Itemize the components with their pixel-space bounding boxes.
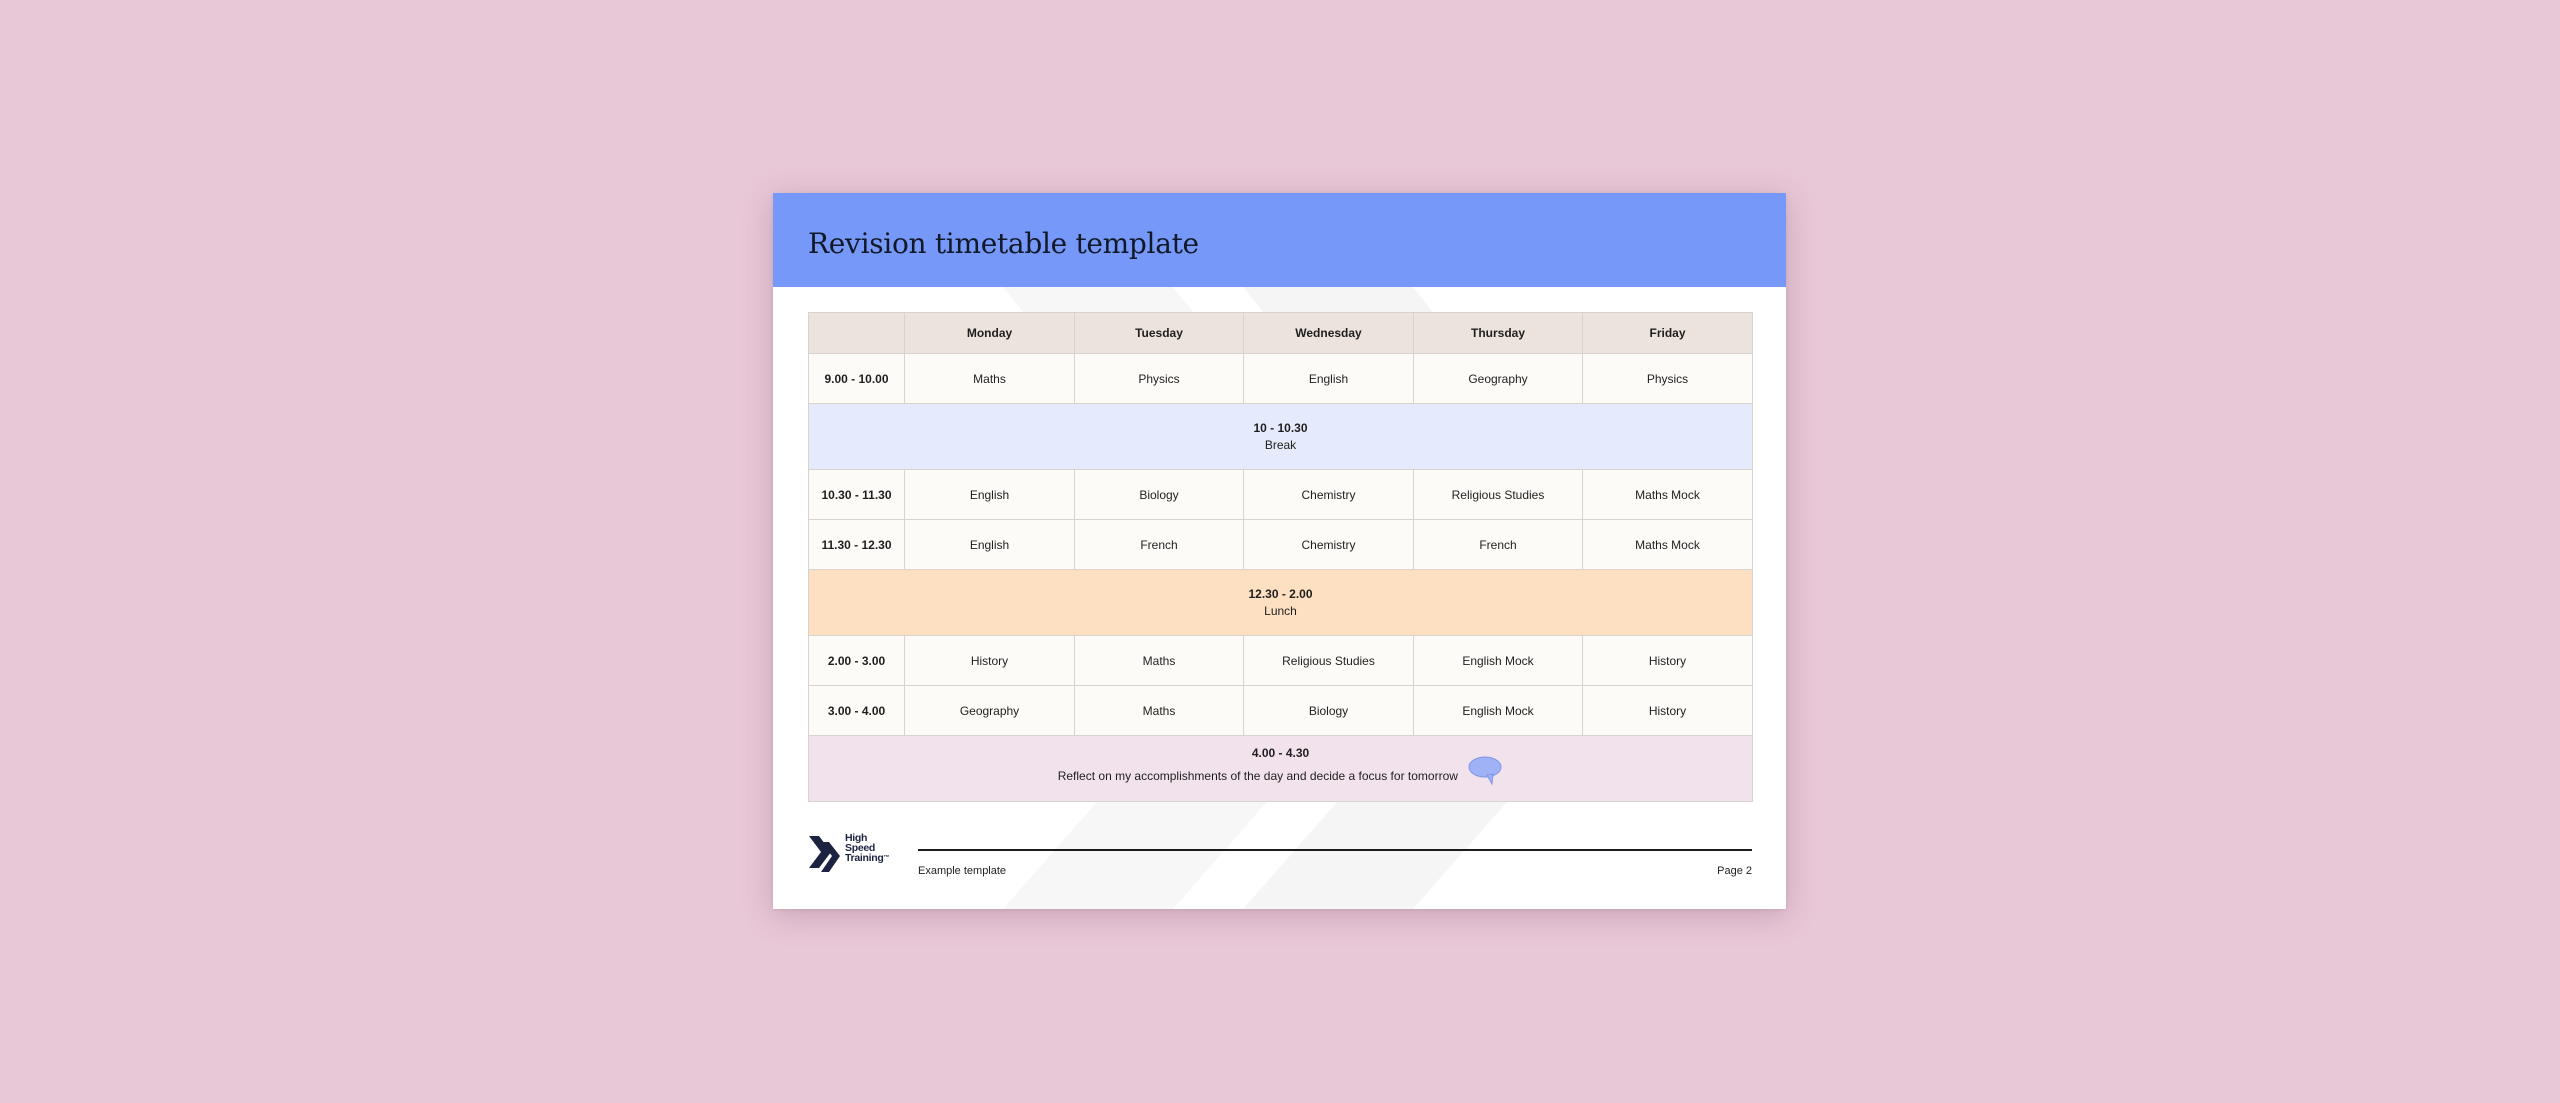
lunch-cell: 12.30 - 2.00 Lunch (808, 569, 1753, 636)
table-row: 3.00 - 4.00 Geography Maths Biology Engl… (808, 685, 1753, 736)
time-slot: 3.00 - 4.00 (808, 685, 905, 736)
break-label: Break (1264, 437, 1297, 452)
logo-wordmark: High Speed Training™ (845, 832, 890, 864)
lunch-label: Lunch (1264, 603, 1297, 618)
chevron-logo-icon (809, 836, 840, 872)
subject-cell: Geography (1413, 353, 1583, 404)
subject-cell: Physics (1582, 353, 1753, 404)
speech-bubble-icon (1468, 756, 1502, 786)
corner-cell (808, 312, 905, 354)
table-row: 11.30 - 12.30 English French Chemistry F… (808, 519, 1753, 570)
table-row: 9.00 - 10.00 Maths Physics English Geogr… (808, 353, 1753, 404)
subject-cell: Biology (1243, 685, 1414, 736)
footer-divider (918, 849, 1752, 851)
lunch-row: 12.30 - 2.00 Lunch (808, 569, 1753, 636)
company-logo: High Speed Training™ (807, 832, 897, 876)
subject-cell: Biology (1074, 469, 1244, 520)
subject-cell: Maths (1074, 635, 1244, 686)
subject-cell: Religious Studies (1413, 469, 1583, 520)
subject-cell: Religious Studies (1243, 635, 1414, 686)
reflect-row: 4.00 - 4.30 Reflect on my accomplishment… (808, 735, 1753, 802)
subject-cell: History (1582, 685, 1753, 736)
time-slot: 9.00 - 10.00 (808, 353, 905, 404)
subject-cell: Physics (1074, 353, 1244, 404)
revision-timetable: Monday Tuesday Wednesday Thursday Friday… (808, 312, 1753, 802)
subject-cell: French (1413, 519, 1583, 570)
lunch-time: 12.30 - 2.00 (1248, 586, 1313, 601)
header-banner: Revision timetable template (773, 193, 1786, 287)
time-slot: 2.00 - 3.00 (808, 635, 905, 686)
time-slot: 10.30 - 11.30 (808, 469, 905, 520)
page-title: Revision timetable template (808, 227, 1199, 260)
page-number: Page 2 (1717, 865, 1752, 877)
reflect-cell: 4.00 - 4.30 Reflect on my accomplishment… (808, 735, 1753, 802)
day-header-friday: Friday (1582, 312, 1753, 354)
subject-cell: History (904, 635, 1075, 686)
day-header-tuesday: Tuesday (1074, 312, 1244, 354)
break-cell: 10 - 10.30 Break (808, 403, 1753, 470)
table-row: 2.00 - 3.00 History Maths Religious Stud… (808, 635, 1753, 686)
break-row: 10 - 10.30 Break (808, 403, 1753, 470)
subject-cell: English Mock (1413, 685, 1583, 736)
subject-cell: English (1243, 353, 1414, 404)
document-page: Revision timetable template Monday Tuesd… (773, 193, 1786, 909)
subject-cell: History (1582, 635, 1753, 686)
subject-cell: Chemistry (1243, 469, 1414, 520)
day-header-monday: Monday (904, 312, 1075, 354)
time-slot: 11.30 - 12.30 (808, 519, 905, 570)
day-header-thursday: Thursday (1413, 312, 1583, 354)
subject-cell: Maths Mock (1582, 469, 1753, 520)
subject-cell: French (1074, 519, 1244, 570)
subject-cell: English (904, 519, 1075, 570)
subject-cell: Maths Mock (1582, 519, 1753, 570)
footer-caption: Example template (918, 865, 1007, 877)
reflect-time: 4.00 - 4.30 (1251, 746, 1310, 760)
subject-cell: Maths (904, 353, 1075, 404)
subject-cell: Geography (904, 685, 1075, 736)
table-row: 10.30 - 11.30 English Biology Chemistry … (808, 469, 1753, 520)
subject-cell: Chemistry (1243, 519, 1414, 570)
reflect-label: Reflect on my accomplishments of the day… (1057, 769, 1458, 784)
subject-cell: English (904, 469, 1075, 520)
break-time: 10 - 10.30 (1253, 420, 1308, 435)
subject-cell: English Mock (1413, 635, 1583, 686)
header-row: Monday Tuesday Wednesday Thursday Friday (808, 312, 1753, 354)
day-header-wednesday: Wednesday (1243, 312, 1414, 354)
subject-cell: Maths (1074, 685, 1244, 736)
